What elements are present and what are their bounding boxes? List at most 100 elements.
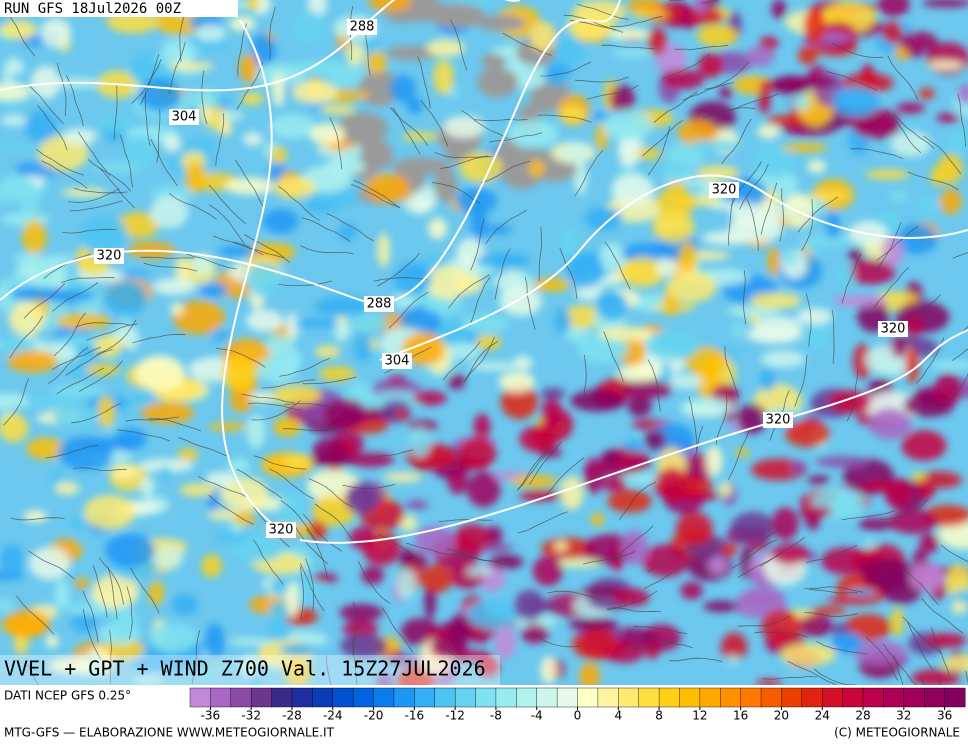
blob: [24, 110, 57, 143]
blob: [584, 206, 623, 231]
blob: [579, 662, 601, 685]
blob: [354, 333, 372, 362]
blob: [312, 437, 347, 465]
streamline: [957, 93, 966, 148]
blob: [408, 427, 432, 458]
streamline: [746, 198, 759, 251]
blob: [114, 427, 147, 451]
blob: [554, 559, 601, 568]
streamline: [308, 478, 354, 508]
blob: [697, 52, 724, 78]
contour-label: 304: [385, 354, 410, 369]
streamline: [473, 118, 528, 122]
colorbar-tick-label: 20: [774, 709, 789, 723]
blob: [863, 540, 876, 549]
blob: [892, 336, 907, 358]
streamline: [674, 44, 729, 50]
streamline: [442, 341, 481, 381]
blob: [221, 356, 257, 392]
blob: [397, 666, 435, 685]
colorbar-tick-label: -12: [445, 709, 465, 723]
blob: [781, 143, 829, 153]
blob: [830, 632, 863, 654]
blob: [709, 556, 727, 575]
blob: [268, 619, 292, 642]
colorbar-swatch: [332, 687, 354, 708]
colorbar-swatch: [454, 687, 477, 708]
blob: [612, 48, 652, 58]
streamline: [547, 590, 600, 601]
streamline: [813, 668, 857, 685]
blob: [760, 609, 802, 643]
streamline: [130, 567, 160, 614]
blob: [766, 115, 803, 126]
streamline: [237, 23, 247, 77]
blob: [366, 51, 388, 74]
blob: [826, 595, 882, 605]
streamline: [624, 640, 678, 649]
blob: [908, 563, 945, 592]
blob: [245, 0, 261, 10]
blob: [0, 571, 25, 581]
blob: [882, 20, 903, 44]
blob: [934, 373, 963, 407]
blob: [172, 300, 225, 335]
credit: MTG-GFS — ELABORAZIONE WWW.METEOGIORNALE…: [4, 726, 335, 740]
streamline: [604, 241, 631, 290]
blob: [170, 302, 184, 316]
blob: [387, 654, 417, 665]
colorbar-swatch: [189, 687, 211, 708]
streamline: [446, 548, 499, 562]
colorbar-swatch: [475, 687, 497, 708]
streamline: [53, 312, 86, 357]
blob: [455, 272, 484, 294]
blob: [927, 60, 964, 70]
streamline: [575, 76, 629, 83]
streamline: [215, 113, 225, 167]
blob: [241, 92, 264, 106]
blob: [596, 292, 629, 321]
streamline: [6, 10, 36, 57]
blob: [396, 567, 416, 599]
blob: [246, 309, 284, 332]
blob: [771, 0, 787, 19]
blob: [895, 224, 938, 255]
streamline: [381, 607, 413, 653]
streamline: [801, 199, 814, 251]
blob: [358, 70, 400, 107]
colorbar-swatch: [230, 687, 252, 708]
blob: [340, 633, 388, 659]
blob: [559, 226, 578, 260]
streamline: [517, 445, 551, 490]
blob: [443, 115, 486, 139]
blob: [828, 390, 872, 414]
vertical-velocity-field: [0, 0, 968, 685]
streamline: [574, 150, 604, 197]
streamline: [538, 227, 543, 282]
blob: [726, 655, 740, 666]
streamline: [353, 179, 400, 209]
blob: [627, 0, 663, 13]
blob: [426, 3, 485, 28]
streamline: [609, 15, 663, 28]
blob: [292, 10, 326, 44]
blob: [930, 166, 946, 186]
blob: [167, 61, 215, 71]
blob: [309, 122, 346, 145]
blob: [798, 45, 818, 66]
blob: [951, 600, 967, 614]
blob: [507, 119, 559, 148]
streamline: [545, 457, 585, 496]
contour-label-box: [169, 109, 199, 125]
blob: [83, 494, 136, 530]
streamline: [109, 629, 112, 684]
streamline: [420, 99, 449, 147]
colorbar-tick-label: 28: [855, 709, 870, 723]
streamline: [236, 468, 283, 499]
blob: [466, 471, 501, 508]
blob: [175, 255, 190, 285]
streamline: [87, 159, 132, 192]
streamline: [45, 444, 98, 459]
streamline: [69, 200, 123, 212]
blob: [780, 643, 836, 666]
